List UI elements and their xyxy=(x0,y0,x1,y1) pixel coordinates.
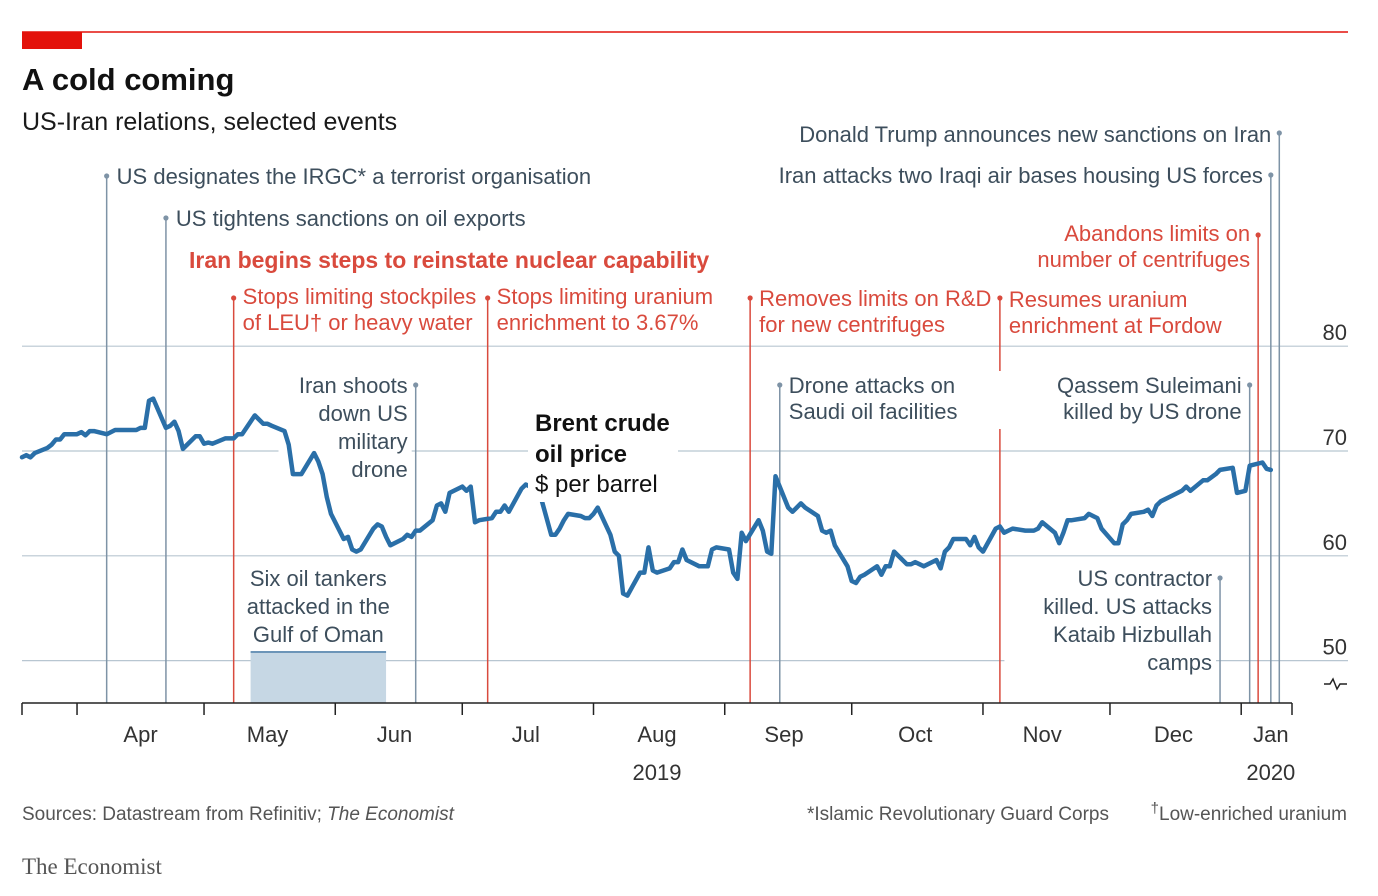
event-marker-dot xyxy=(1255,232,1261,238)
shaded-event-label-line: Six oil tankers xyxy=(250,566,387,591)
x-tick-label: Jun xyxy=(377,722,412,747)
y-tick-label: 80 xyxy=(1323,320,1347,345)
y-tick-label: 70 xyxy=(1323,425,1347,450)
footnote-irgc: *Islamic Revolutionary Guard Corps xyxy=(807,804,1109,825)
label-backgrounds xyxy=(278,371,1246,682)
event-label-line: down US xyxy=(318,401,407,426)
shaded-event-label-line: Gulf of Oman xyxy=(253,622,384,647)
red-heading: Iran begins steps to reinstate nuclear c… xyxy=(189,247,709,273)
y-tick-label: 50 xyxy=(1323,635,1347,660)
x-year-label: 2019 xyxy=(633,760,682,785)
event-label-line: Iran shoots xyxy=(299,373,408,398)
series-label-line1: Brent crude xyxy=(535,410,670,437)
series-line-brent-crude xyxy=(19,396,1274,598)
axis-break-symbol xyxy=(1324,677,1347,691)
event-marker-dot xyxy=(777,382,783,388)
x-tick-label: Aug xyxy=(637,722,676,747)
event-marker-dot xyxy=(163,215,169,221)
series-label-line2: oil price xyxy=(535,441,627,468)
event-label-line: Saudi oil facilities xyxy=(789,399,958,424)
event-label-line: Stops limiting stockpiles xyxy=(243,284,477,309)
sources-prefix: Sources: Datastream from Refinitiv; xyxy=(22,804,327,825)
shaded-tanker-period xyxy=(250,652,387,703)
event-label-line: enrichment to 3.67% xyxy=(497,310,699,335)
event-label-line: Drone attacks on xyxy=(789,373,955,398)
x-tick-label: Apr xyxy=(123,722,157,747)
event-label-line: camps xyxy=(1147,650,1212,675)
x-tick-label: Jan xyxy=(1253,722,1288,747)
event-lines xyxy=(104,130,1282,703)
event-label-line: Abandons limits on xyxy=(1064,221,1250,246)
event-label-line: killed. US attacks xyxy=(1043,594,1212,619)
event-marker-dot xyxy=(413,382,419,388)
event-label-line: US contractor xyxy=(1078,566,1213,591)
x-tick-label: Sep xyxy=(764,722,803,747)
footnote-leu-text: Low-enriched uranium xyxy=(1159,804,1347,825)
event-label-line: US tightens sanctions on oil exports xyxy=(176,206,526,231)
event-labels: US designates the IRGC* a terrorist orga… xyxy=(117,122,1272,675)
x-tick-label: Jul xyxy=(512,722,540,747)
event-label-line: Donald Trump announces new sanctions on … xyxy=(799,122,1271,147)
event-marker-dot xyxy=(1217,575,1223,581)
x-year-label: 2020 xyxy=(1246,760,1295,785)
event-label-line: military xyxy=(338,429,408,454)
event-label-line: enrichment at Fordow xyxy=(1009,313,1222,338)
event-label-line: killed by US drone xyxy=(1063,399,1242,424)
series-label-unit: $ per barrel xyxy=(535,471,658,498)
x-tick-label: May xyxy=(247,722,289,747)
x-tick-label: Nov xyxy=(1023,722,1062,747)
sources-italic: The Economist xyxy=(327,804,454,825)
shaded-event-label-line: attacked in the xyxy=(247,594,390,619)
event-label-bg xyxy=(784,371,1019,429)
event-label-line: Qassem Suleimani xyxy=(1057,373,1242,398)
y-tick-label: 60 xyxy=(1323,530,1347,555)
event-label-line: Removes limits on R&D xyxy=(759,286,991,311)
event-label-line: Kataib Hizbullah xyxy=(1053,622,1212,647)
event-label-bg xyxy=(1034,371,1246,429)
event-marker-dot xyxy=(1268,172,1274,178)
chart-title: A cold coming xyxy=(22,62,234,97)
event-marker-dot xyxy=(231,295,237,301)
sources-note: Sources: Datastream from Refinitiv; The … xyxy=(22,804,455,825)
event-label-line: drone xyxy=(351,457,407,482)
event-label-line: for new centrifuges xyxy=(759,312,945,337)
event-label-line: Resumes uranium xyxy=(1009,287,1188,312)
footnote-leu-mark: † xyxy=(1151,800,1159,817)
event-label-line: of LEU† or heavy water xyxy=(243,310,473,335)
event-marker-dot xyxy=(485,295,491,301)
event-label-line: number of centrifuges xyxy=(1037,247,1250,272)
chart-subtitle: US-Iran relations, selected events xyxy=(22,108,397,136)
event-marker-dot xyxy=(104,173,110,179)
axes: Apr May Jun Jul Aug Sep Oct Nov Dec Jan 2019 2020 xyxy=(21,702,1295,785)
economist-brand: The Economist xyxy=(22,854,162,879)
series-label-bg xyxy=(528,402,678,502)
event-label-line: Iran attacks two Iraqi air bases housing… xyxy=(779,163,1263,188)
event-label-bg xyxy=(278,371,412,489)
event-marker-dot xyxy=(747,295,753,301)
price-line-layer xyxy=(19,396,1274,598)
series-label: Brent crude oil price $ per barrel xyxy=(528,402,678,502)
event-label-line: Stops limiting uranium xyxy=(497,284,713,309)
event-marker-dot xyxy=(997,295,1003,301)
event-label-line: US designates the IRGC* a terrorist orga… xyxy=(117,164,591,189)
event-marker-dot xyxy=(1276,130,1282,136)
shaded-period: Six oil tankers attacked in the Gulf of Om… xyxy=(247,566,390,703)
x-tick-label: Oct xyxy=(898,722,932,747)
footnote-leu: †Low-enriched uranium xyxy=(1151,800,1347,825)
brand-tag xyxy=(22,32,82,49)
event-label-bg xyxy=(1004,564,1217,682)
event-marker-dot xyxy=(1247,382,1253,388)
x-tick-label: Dec xyxy=(1154,722,1193,747)
